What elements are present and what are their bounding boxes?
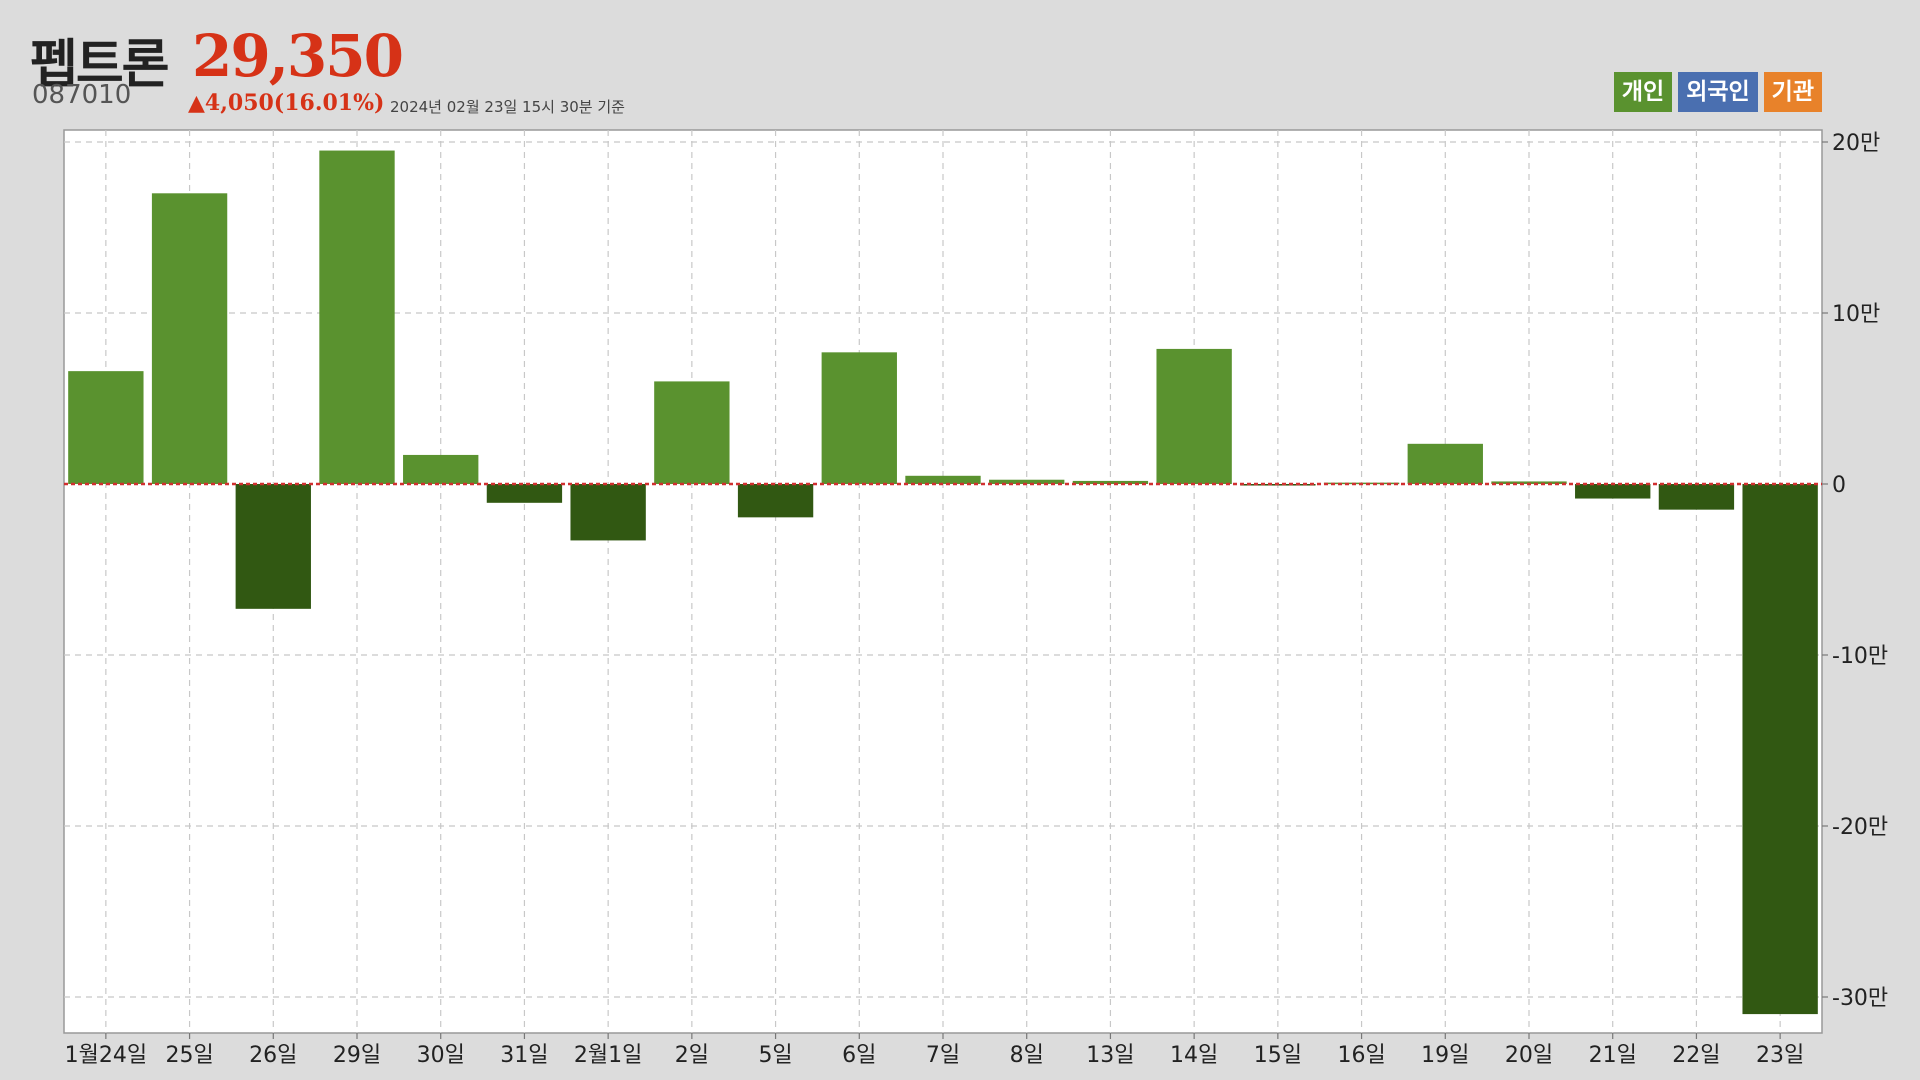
bar-14일	[1156, 348, 1232, 484]
bar-21일	[1575, 484, 1651, 499]
stock-name: 펩트론	[30, 35, 170, 95]
y-tick-label: -10만	[1832, 644, 1888, 669]
as-of-timestamp: 2024년 02월 23일 15시 30분 기준	[390, 98, 625, 116]
y-tick-label: 0	[1832, 473, 1846, 498]
x-tick-label: 22일	[1672, 1043, 1720, 1068]
x-tick-label: 6일	[842, 1043, 876, 1068]
x-tick-label: 15일	[1254, 1043, 1302, 1068]
x-tick-label: 19일	[1421, 1043, 1469, 1068]
bar-29일	[319, 150, 395, 485]
bar-22일	[1658, 484, 1735, 510]
x-tick-label: 30일	[417, 1043, 465, 1068]
bar-25일	[151, 193, 228, 485]
bar-31일	[486, 484, 563, 503]
bar-2일	[654, 381, 730, 484]
y-tick-label: 20만	[1832, 131, 1880, 156]
bar-20일	[1491, 481, 1567, 484]
y-tick-label: -20만	[1832, 815, 1888, 840]
investor-legend: 개인 외국인 기관	[1613, 72, 1822, 112]
bar-30일	[403, 454, 479, 484]
x-tick-label: 31일	[500, 1043, 548, 1068]
x-tick-label: 21일	[1589, 1043, 1637, 1068]
x-tick-label: 2월1일	[574, 1043, 642, 1068]
x-tick-label: 25일	[165, 1043, 213, 1068]
bar-5일	[737, 484, 814, 518]
bar-6일	[821, 352, 897, 484]
x-tick-label: 5일	[758, 1043, 792, 1068]
bar-7일	[905, 475, 981, 484]
bar-1월24일	[68, 371, 144, 484]
x-tick-label: 2일	[675, 1043, 709, 1068]
bar-13일	[1072, 480, 1149, 484]
price-change: ▲4,050(16.01%)	[188, 90, 385, 116]
stock-code: 087010	[32, 80, 132, 110]
x-tick-label: 29일	[333, 1043, 381, 1068]
x-tick-label: 14일	[1170, 1043, 1218, 1068]
legend-individual: 개인	[1613, 72, 1673, 112]
bar-26일	[235, 484, 311, 609]
bar-8일	[989, 479, 1065, 484]
x-tick-label: 26일	[249, 1043, 297, 1068]
legend-foreign: 외국인	[1678, 72, 1758, 112]
x-tick-label: 16일	[1337, 1043, 1385, 1068]
bar-19일	[1407, 443, 1483, 484]
legend-institution: 기관	[1763, 72, 1822, 112]
x-tick-label: 13일	[1086, 1043, 1134, 1068]
bar-2월1일	[570, 484, 646, 541]
stock-price: 29,350	[192, 22, 404, 90]
bar-23일	[1742, 484, 1818, 1015]
y-tick-label: 10만	[1832, 302, 1880, 327]
y-tick-label: -30만	[1832, 986, 1888, 1011]
x-tick-label: 20일	[1505, 1043, 1553, 1068]
x-tick-label: 23일	[1756, 1043, 1804, 1068]
x-tick-label: 8일	[1010, 1043, 1044, 1068]
x-tick-label: 1월24일	[65, 1043, 147, 1068]
x-tick-label: 7일	[926, 1043, 960, 1068]
